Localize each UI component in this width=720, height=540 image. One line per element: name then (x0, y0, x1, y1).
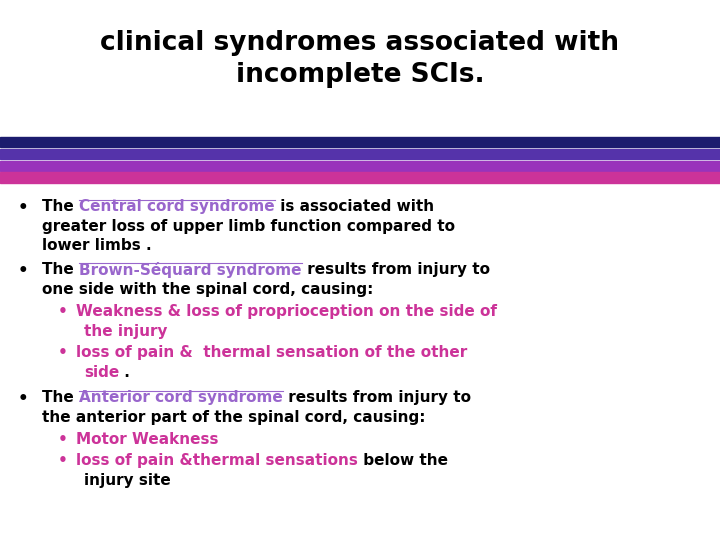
Text: side: side (84, 364, 120, 380)
Bar (0, 149, 720, 159)
Text: results from injury to: results from injury to (283, 390, 471, 405)
Text: Motor Weakness: Motor Weakness (76, 432, 218, 447)
Text: injury site: injury site (84, 473, 171, 488)
Text: •: • (58, 432, 68, 447)
Text: the anterior part of the spinal cord, causing:: the anterior part of the spinal cord, ca… (42, 410, 426, 424)
Bar (0, 137, 720, 147)
Bar (0, 172, 720, 183)
Text: loss of pain &  thermal sensation of the other: loss of pain & thermal sensation of the … (76, 345, 467, 360)
Text: •: • (18, 199, 29, 217)
Text: incomplete SCIs.: incomplete SCIs. (235, 62, 485, 88)
Bar (0, 161, 720, 171)
Text: one side with the spinal cord, causing:: one side with the spinal cord, causing: (42, 282, 374, 297)
Text: Central cord syndrome: Central cord syndrome (79, 199, 274, 214)
Text: •: • (18, 262, 29, 280)
Text: results from injury to: results from injury to (302, 262, 490, 278)
Text: The: The (42, 390, 79, 405)
Text: The: The (42, 199, 79, 214)
Text: Anterior cord syndrome: Anterior cord syndrome (79, 390, 283, 405)
Text: is associated with: is associated with (274, 199, 433, 214)
Text: clinical syndromes associated with: clinical syndromes associated with (101, 30, 619, 56)
Text: •: • (18, 390, 29, 408)
Text: Weakness & loss of proprioception on the side of: Weakness & loss of proprioception on the… (76, 305, 497, 319)
Text: lower limbs .: lower limbs . (42, 238, 152, 253)
Text: Brown-Séquard syndrome: Brown-Séquard syndrome (79, 262, 302, 279)
Text: •: • (58, 305, 68, 319)
Text: •: • (58, 454, 68, 469)
Text: .: . (120, 364, 130, 380)
Text: the injury: the injury (84, 324, 168, 339)
Text: The: The (42, 262, 79, 278)
Text: •: • (58, 345, 68, 360)
Text: loss of pain &thermal sensations: loss of pain &thermal sensations (76, 454, 358, 469)
Text: greater loss of upper limb function compared to: greater loss of upper limb function comp… (42, 219, 455, 233)
Text: below the: below the (358, 454, 448, 469)
